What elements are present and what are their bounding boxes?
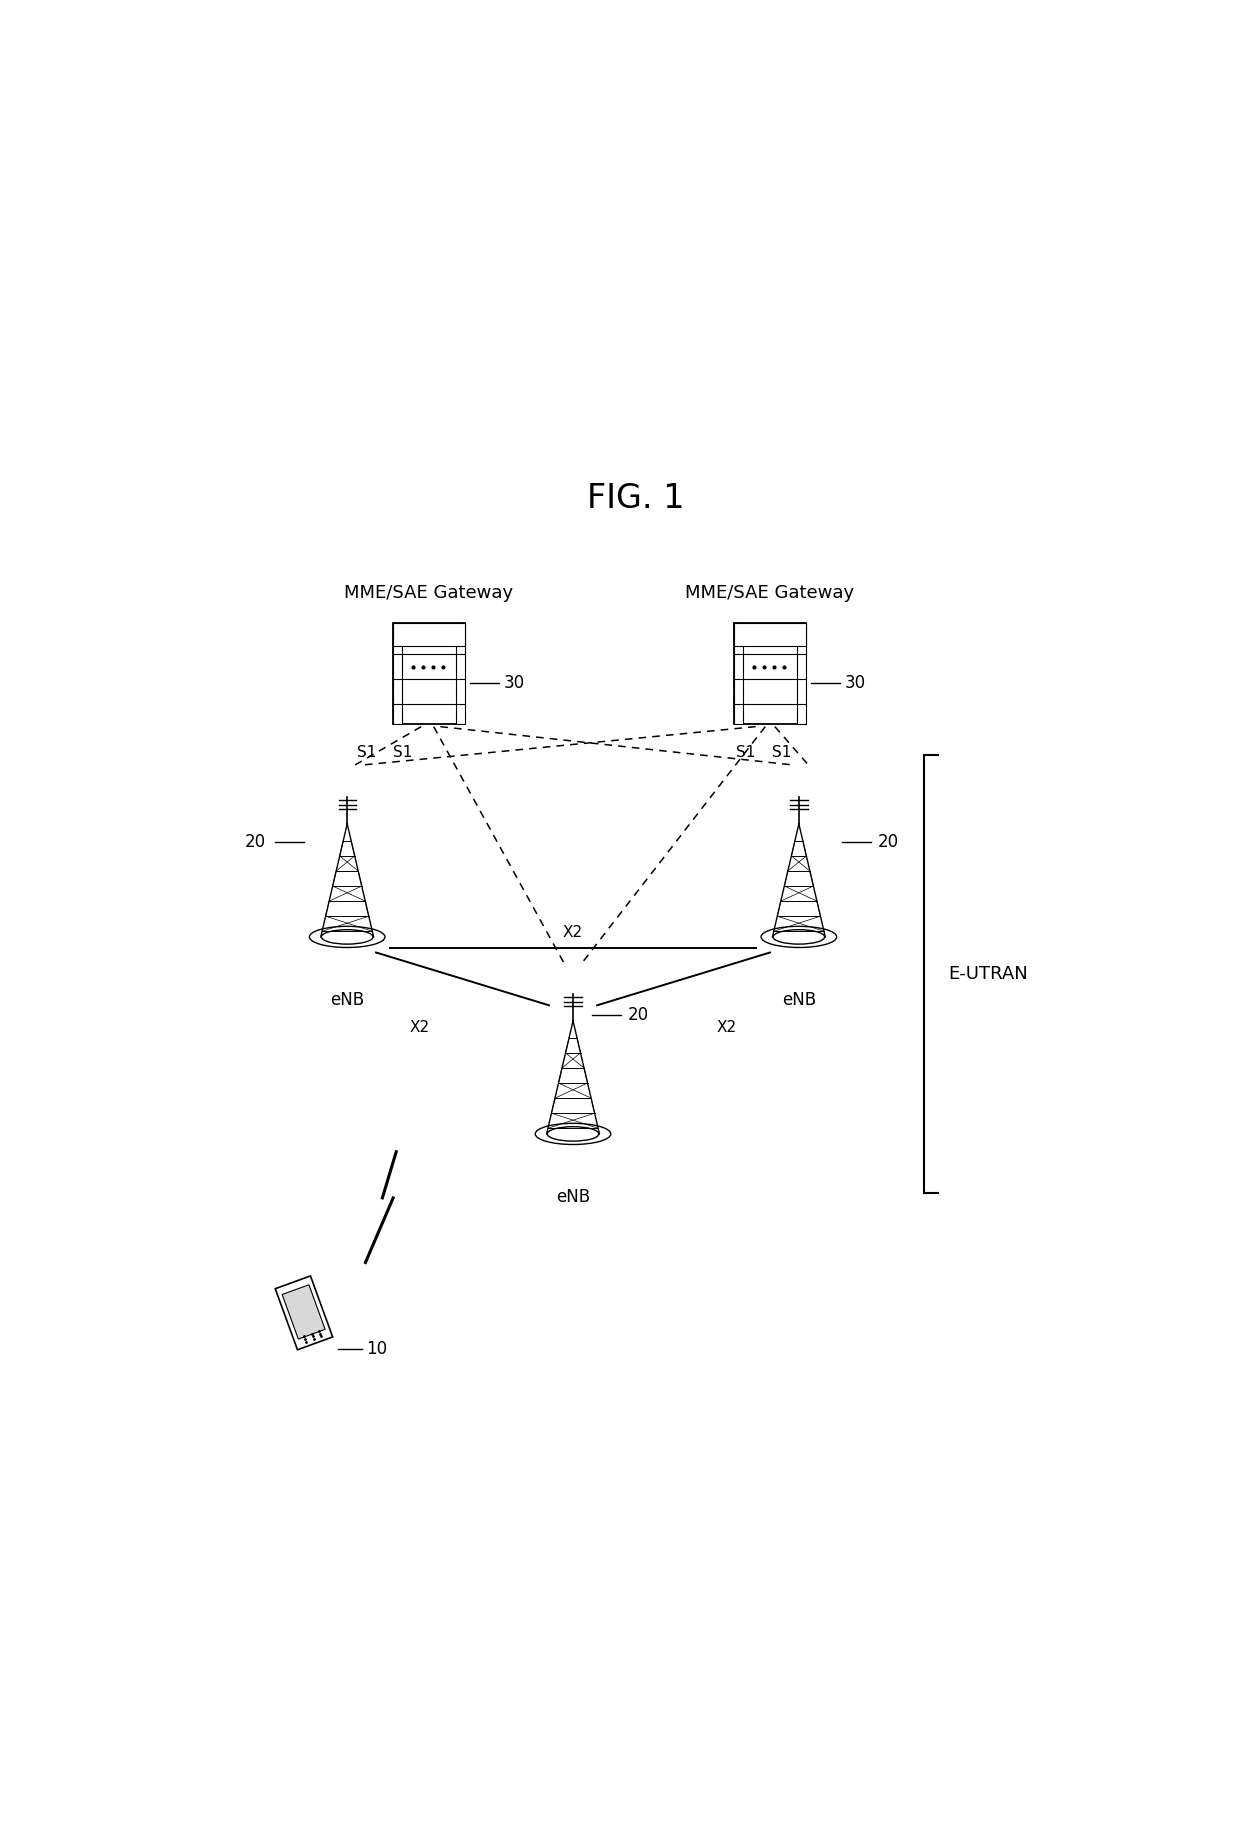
Text: S1: S1 — [771, 744, 791, 761]
Text: MME/SAE Gateway: MME/SAE Gateway — [686, 583, 854, 602]
Bar — [393, 624, 465, 724]
Text: X2: X2 — [717, 1021, 737, 1035]
Text: eNB: eNB — [556, 1187, 590, 1205]
Text: 20: 20 — [244, 832, 265, 850]
Polygon shape — [283, 1284, 325, 1339]
Bar — [734, 624, 806, 646]
Polygon shape — [275, 1277, 332, 1350]
Bar — [455, 624, 465, 724]
Text: FIG. 1: FIG. 1 — [587, 481, 684, 514]
Text: E-UTRAN: E-UTRAN — [947, 966, 1028, 984]
Bar — [393, 624, 402, 724]
Text: 10: 10 — [367, 1341, 388, 1359]
Text: 20: 20 — [627, 1006, 649, 1024]
Text: eNB: eNB — [330, 991, 365, 1010]
Bar — [734, 624, 806, 724]
Text: 30: 30 — [503, 675, 525, 693]
Text: MME/SAE Gateway: MME/SAE Gateway — [345, 583, 513, 602]
Bar — [734, 624, 743, 724]
Text: S1: S1 — [357, 744, 376, 761]
Text: 20: 20 — [878, 832, 899, 850]
Text: X2: X2 — [409, 1021, 429, 1035]
Text: 30: 30 — [844, 675, 866, 693]
Bar — [393, 624, 465, 646]
Text: X2: X2 — [563, 925, 583, 940]
Text: S1: S1 — [393, 744, 413, 761]
Text: S1: S1 — [737, 744, 755, 761]
Text: eNB: eNB — [781, 991, 816, 1010]
Bar — [797, 624, 806, 724]
